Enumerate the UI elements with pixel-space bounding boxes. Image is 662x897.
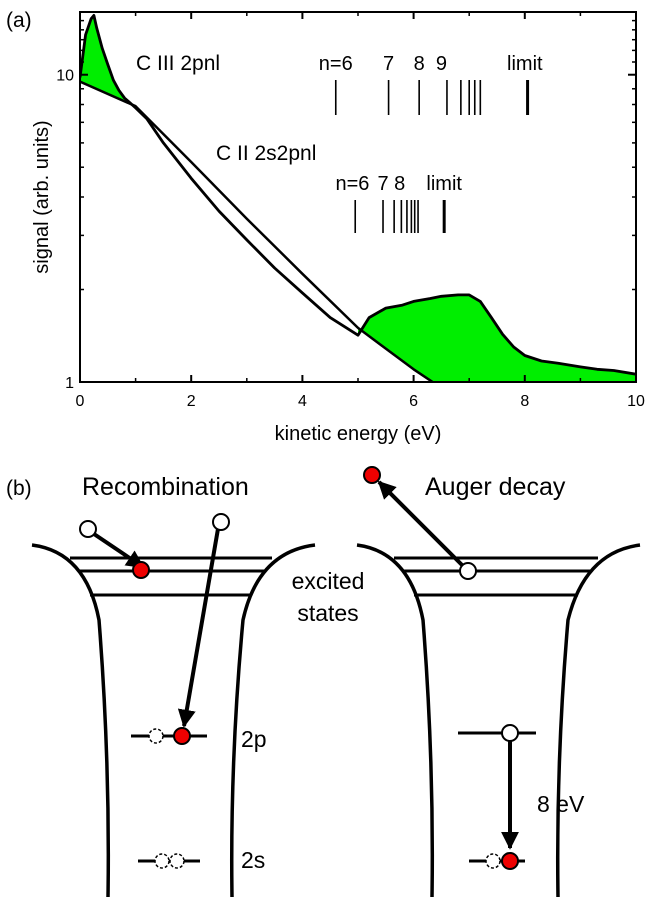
level-2s-label: 2s	[241, 847, 265, 873]
captured-electron-excited	[132, 561, 150, 579]
x-tick-label: 4	[298, 393, 307, 410]
vacancy-2p	[148, 728, 164, 744]
y-tick-label: 1	[65, 375, 74, 392]
panel-a-label: (a)	[6, 9, 32, 32]
series-level-label: limit	[507, 53, 543, 75]
x-tick-label: 10	[627, 393, 645, 410]
free-electron-1	[79, 520, 97, 538]
series-level-label: 7	[383, 53, 394, 75]
excited-states-label-2: states	[297, 600, 358, 626]
recombination-well-diagram	[31, 513, 316, 897]
y-axis-label: signal (arb. units)	[31, 120, 53, 273]
auger-well-diagram	[356, 466, 641, 897]
series-level-label: 8	[414, 53, 425, 75]
filled-electron-2s	[501, 852, 519, 870]
series-level-label: 7	[377, 173, 388, 195]
series-level-label: limit	[426, 173, 462, 195]
x-tick-label: 8	[520, 393, 529, 410]
free-electron-2	[212, 513, 230, 531]
background-line	[80, 80, 435, 382]
series-level-label: n=6	[335, 173, 369, 195]
x-tick-label: 0	[76, 393, 85, 410]
series-lines	[80, 14, 636, 382]
signal-line	[80, 14, 636, 376]
panel-b-label: (b)	[6, 477, 32, 500]
x-tick-label: 2	[187, 393, 196, 410]
x-axis: 0 2 4 6 8 10	[76, 12, 645, 410]
ejected-electron	[363, 466, 381, 484]
series-level-label: 9	[436, 53, 447, 75]
y-axis: 1 10	[56, 11, 636, 392]
y-tick-label: 10	[56, 68, 74, 85]
excited-states-label-1: excited	[292, 568, 365, 594]
well-left-wall	[31, 543, 111, 897]
series-title: C III 2pnl	[136, 52, 220, 75]
well-left-wall	[356, 543, 435, 897]
auger-title: Auger decay	[425, 473, 566, 501]
hole-2p	[501, 724, 519, 742]
vacancy-2s-1	[154, 853, 170, 869]
auger-emission-arrow	[377, 480, 465, 568]
series-title: C II 2s2pnl	[216, 142, 316, 165]
series-level-label: 8	[394, 173, 405, 195]
x-axis-label: kinetic energy (eV)	[275, 423, 442, 445]
level-2p-label: 2p	[241, 726, 267, 752]
captured-electron-2p	[173, 727, 191, 745]
excited-electron-hole	[459, 562, 477, 580]
well-right-wall	[229, 543, 316, 897]
vacancy-2s-2	[169, 853, 185, 869]
well-right-wall	[555, 543, 641, 897]
x-tick-label: 6	[409, 393, 418, 410]
capture-arrow-excited	[92, 532, 145, 569]
series-level-label: n=6	[319, 53, 353, 75]
recombination-title: Recombination	[82, 473, 249, 501]
vacancy-2s	[485, 853, 501, 869]
energy-label: 8 eV	[537, 791, 585, 817]
capture-arrow-2p	[177, 522, 221, 728]
